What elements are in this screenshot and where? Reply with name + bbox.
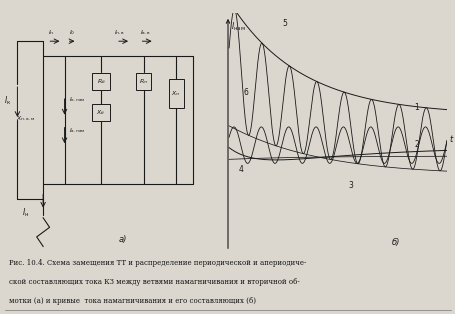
Text: 1: 1: [413, 103, 418, 112]
Text: $I_{\rm а.нам}$: $I_{\rm а.нам}$: [69, 126, 85, 135]
Text: $I_{\rm н}$: $I_{\rm н}$: [22, 206, 30, 219]
Bar: [136, 73, 151, 90]
Text: $I_{\rm о.нам}$: $I_{\rm о.нам}$: [69, 95, 85, 104]
Text: $I_{\rm а.в}$: $I_{\rm а.в}$: [139, 28, 150, 37]
Text: $t$: $t$: [448, 133, 454, 144]
Text: Рис. 10.4. Схема замещения ТТ и распределение периодической и апериодиче-: Рис. 10.4. Схема замещения ТТ и распреде…: [9, 259, 306, 267]
Text: а): а): [118, 235, 126, 244]
Text: $I_{\rm п.в}$: $I_{\rm п.в}$: [114, 28, 125, 37]
Text: мотки (а) и кривые  тока намагничивания и его составляющих (б): мотки (а) и кривые тока намагничивания и…: [9, 297, 256, 305]
Text: $X_н$: $X_н$: [171, 89, 180, 98]
Text: ской составляющих тока КЗ между ветвями намагничивания и вторичной об-: ской составляющих тока КЗ между ветвями …: [9, 278, 299, 286]
Text: б): б): [391, 238, 399, 246]
Text: 6: 6: [243, 89, 248, 97]
Text: $I_0$: $I_0$: [69, 28, 75, 37]
Text: $X_{\rm н.а.м}$: $X_{\rm н.а.м}$: [16, 114, 35, 123]
Bar: [168, 79, 183, 108]
Text: 4: 4: [238, 165, 243, 174]
Text: 3: 3: [348, 181, 353, 190]
Bar: [92, 73, 109, 90]
Text: $I_{\rm к}$: $I_{\rm к}$: [4, 94, 11, 107]
Text: $R_б$: $R_б$: [96, 77, 105, 86]
Text: $R_н$: $R_н$: [139, 77, 148, 86]
Text: $I_{\rm нам}$: $I_{\rm нам}$: [231, 21, 245, 33]
Text: $X_б$: $X_б$: [96, 108, 105, 117]
Text: $I_{\rm п}$: $I_{\rm п}$: [48, 28, 55, 37]
Text: 5: 5: [282, 19, 287, 28]
Text: 2: 2: [413, 140, 418, 149]
Bar: [92, 105, 109, 121]
